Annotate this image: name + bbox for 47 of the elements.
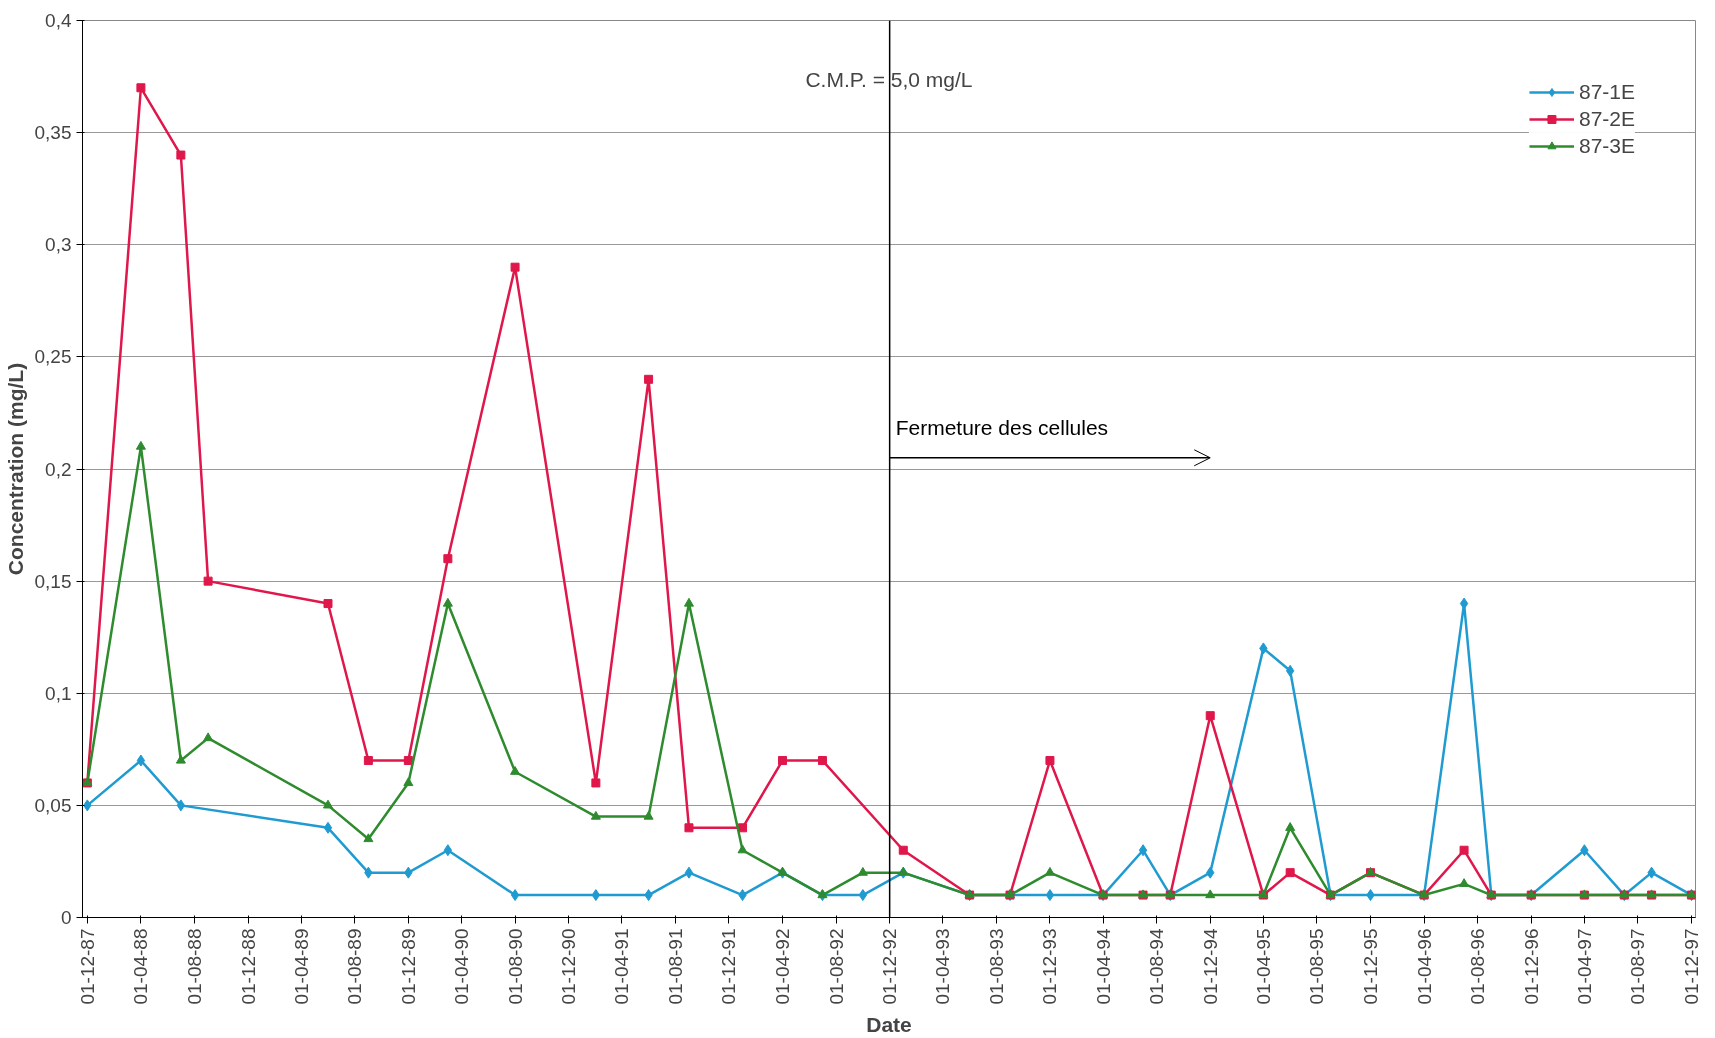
y-tick-label: 0,3 [45, 234, 72, 256]
x-tick-label: 01-08-93 [985, 928, 1007, 1005]
x-tick-label: 01-12-93 [1039, 928, 1061, 1005]
y-tick-label: 0,05 [34, 794, 72, 816]
x-tick-label: 01-04-91 [611, 928, 633, 1005]
y-tick-label: 0,4 [45, 10, 72, 31]
y-tick-label: 0,35 [34, 122, 72, 144]
x-axis-title: Date [866, 1012, 912, 1036]
x-tick-label: 01-04-90 [450, 928, 472, 1005]
annotation: C.M.P. = 5,0 mg/L [805, 67, 973, 91]
x-tick-label: 01-12-92 [879, 928, 901, 1005]
x-tick-label: 01-08-89 [344, 928, 366, 1005]
x-tick-label: 01-08-88 [183, 928, 205, 1005]
x-tick-label: 01-08-96 [1467, 928, 1489, 1005]
x-tick-label: 01-04-89 [290, 928, 312, 1005]
y-axis-title: Concentration (mg/L) [3, 362, 27, 576]
x-tick-label: 01-08-90 [504, 928, 526, 1005]
legend-label: 87-1E [1578, 80, 1635, 104]
x-tick-label: 01-04-92 [772, 928, 794, 1005]
x-tick-label: 01-12-88 [237, 928, 259, 1005]
x-tick-label: 01-04-95 [1252, 928, 1274, 1005]
x-tick-label: 01-12-91 [718, 928, 740, 1005]
y-tick-label: 0,2 [45, 458, 72, 480]
ref-line-label: Fermeture des cellules [895, 415, 1109, 439]
legend-label: 87-2E [1578, 107, 1635, 131]
y-tick-label: 0,25 [34, 346, 72, 368]
x-tick-label: 01-12-97 [1681, 928, 1703, 1005]
x-tick-label: 01-04-93 [932, 928, 954, 1005]
y-tick-label: 0,1 [45, 682, 72, 704]
x-tick-label: 01-12-90 [558, 928, 580, 1005]
x-tick-label: 01-12-95 [1360, 928, 1382, 1005]
x-tick-label: 01-08-92 [825, 928, 847, 1005]
x-tick-label: 01-12-96 [1520, 928, 1542, 1005]
x-tick-label: 01-04-94 [1092, 928, 1114, 1005]
x-tick-label: 01-12-89 [397, 928, 419, 1005]
y-tick-label: 0 [60, 907, 72, 928]
x-tick-label: 01-04-96 [1413, 928, 1435, 1005]
x-tick-label: 01-04-97 [1573, 928, 1595, 1005]
x-tick-label: 01-08-97 [1627, 928, 1649, 1005]
x-tick-label: 01-12-87 [76, 928, 98, 1005]
legend-label: 87-3E [1578, 134, 1635, 158]
x-tick-label: 01-04-88 [130, 928, 152, 1005]
y-tick-label: 0,15 [34, 570, 72, 592]
x-tick-label: 01-08-95 [1306, 928, 1328, 1005]
x-tick-label: 01-08-91 [664, 928, 686, 1005]
x-tick-label: 01-08-94 [1146, 928, 1168, 1005]
x-tick-label: 01-12-94 [1199, 928, 1221, 1005]
